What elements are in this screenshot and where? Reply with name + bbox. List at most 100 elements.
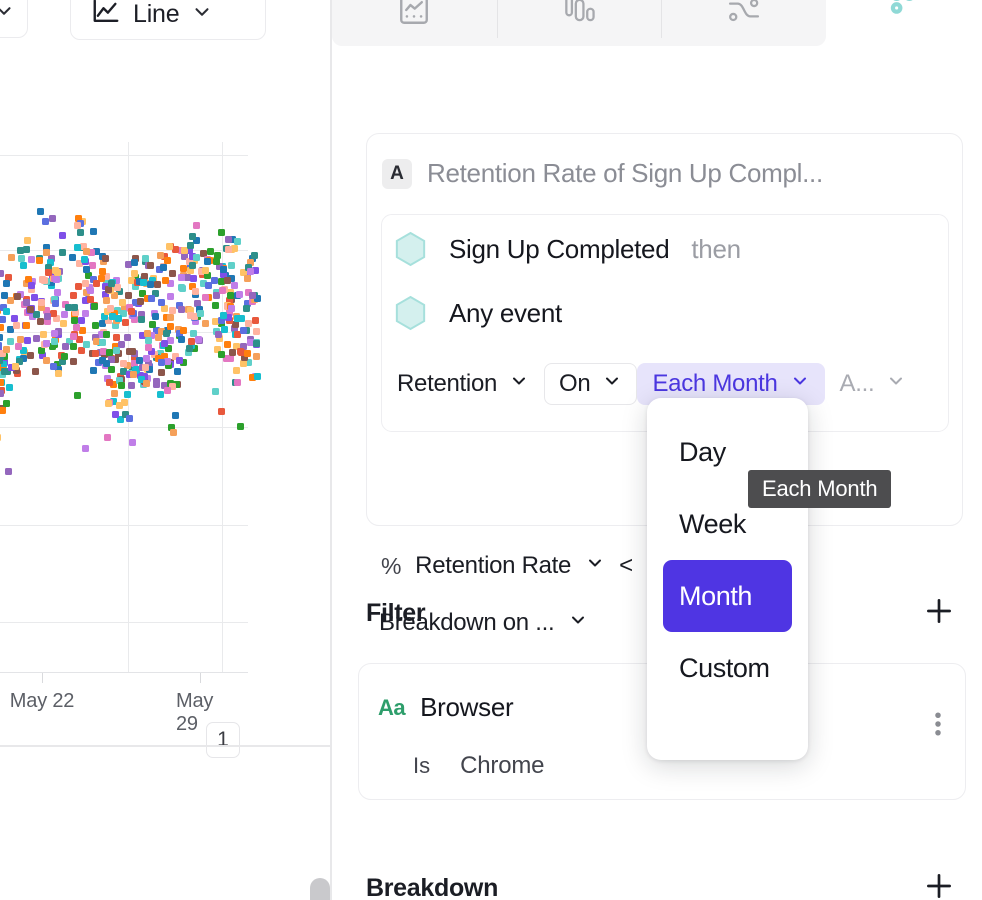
- data-point: [205, 294, 213, 302]
- data-point: [218, 350, 226, 358]
- data-point: [172, 352, 180, 360]
- data-point: [158, 298, 166, 306]
- data-point: [72, 323, 80, 331]
- data-point: [199, 249, 207, 257]
- insight-type-tabs[interactable]: [332, 0, 826, 46]
- x-axis-line: [0, 672, 248, 673]
- plus-icon[interactable]: [922, 869, 963, 900]
- data-point: [205, 281, 213, 289]
- data-point: [49, 215, 57, 222]
- data-point: [6, 337, 14, 345]
- data-point: [74, 222, 82, 230]
- data-point: [119, 367, 127, 375]
- filter-condition[interactable]: Is Chrome: [413, 752, 544, 780]
- data-point: [0, 350, 7, 358]
- data-point: [70, 316, 78, 324]
- tab-user-paths[interactable]: [661, 0, 826, 46]
- chart-type-selector[interactable]: Line: [70, 0, 266, 40]
- metric-row[interactable]: % Retention Rate <: [381, 552, 633, 580]
- plus-icon[interactable]: [922, 594, 963, 633]
- data-point: [176, 329, 183, 337]
- data-point: [217, 278, 225, 285]
- data-point: [158, 358, 166, 366]
- dropdown-option-month[interactable]: Month: [663, 560, 792, 632]
- data-point: [167, 337, 174, 345]
- data-point: [236, 291, 243, 299]
- data-point: [252, 317, 260, 325]
- tab-funnels[interactable]: [496, 0, 662, 46]
- data-point: [186, 306, 194, 314]
- data-point: [125, 347, 133, 355]
- filter-property-name: Browser: [420, 692, 514, 722]
- data-point: [7, 297, 14, 305]
- kebab-menu-icon[interactable]: [934, 709, 942, 744]
- data-point: [31, 293, 39, 301]
- data-point: [226, 354, 234, 362]
- trends-chart-icon: [397, 0, 431, 32]
- data-point: [75, 259, 83, 267]
- data-point: [186, 267, 194, 275]
- event-step-label: Sign Up Completed: [449, 233, 670, 264]
- data-point: [42, 244, 50, 252]
- data-point: [218, 229, 226, 237]
- data-point: [113, 276, 121, 284]
- data-point: [0, 333, 3, 341]
- data-point: [237, 314, 245, 322]
- data-point: [137, 315, 145, 323]
- data-point: [196, 305, 204, 313]
- data-point: [37, 318, 45, 326]
- data-point: [136, 371, 144, 379]
- plot-area[interactable]: May 22 May 29: [0, 142, 261, 735]
- data-point: [127, 381, 135, 389]
- breakdown-on-dropdown[interactable]: Breakdown on ...: [379, 609, 588, 637]
- event-step-1[interactable]: Any event: [394, 295, 562, 331]
- data-point: [228, 274, 236, 282]
- data-point: [46, 259, 54, 267]
- data-point: [194, 300, 202, 307]
- lifecycle-button[interactable]: [876, 0, 930, 32]
- data-point: [188, 261, 196, 269]
- data-point: [210, 276, 218, 284]
- data-point: [42, 248, 50, 256]
- data-point: [60, 353, 68, 360]
- metric-comparator[interactable]: <: [619, 552, 633, 579]
- chart-page-indicator[interactable]: 1: [206, 722, 240, 758]
- panel-collapse-button[interactable]: [0, 0, 28, 38]
- data-point: [77, 316, 85, 324]
- data-point: [118, 299, 126, 307]
- data-point: [108, 280, 116, 288]
- data-point: [119, 359, 127, 367]
- data-point: [166, 243, 173, 251]
- data-point: [212, 302, 220, 310]
- dropdown-option-custom[interactable]: Custom: [679, 652, 770, 683]
- lifecycle-dots-icon: [886, 0, 920, 25]
- data-point: [245, 320, 253, 328]
- filter-property[interactable]: Aa Browser: [378, 692, 514, 723]
- data-point: [172, 245, 180, 253]
- data-point: [180, 265, 187, 273]
- event-step-0[interactable]: Sign Up Completed then: [394, 231, 741, 267]
- aggregation-dropdown[interactable]: A...: [825, 363, 922, 405]
- data-point: [106, 348, 114, 356]
- data-point: [144, 329, 151, 337]
- gridline-vertical: [222, 142, 223, 672]
- horizontal-scrollbar-thumb[interactable]: [310, 878, 330, 900]
- tab-trends[interactable]: [332, 0, 497, 46]
- data-point: [152, 289, 159, 297]
- query-title[interactable]: Retention Rate of Sign Up Compl...: [427, 158, 823, 188]
- query-header[interactable]: A Retention Rate of Sign Up Compl...: [382, 158, 823, 189]
- on-dropdown[interactable]: On: [544, 363, 638, 405]
- data-point: [104, 316, 112, 324]
- measure-dropdown[interactable]: Retention: [382, 363, 544, 405]
- dropdown-option-week[interactable]: Week: [679, 508, 746, 539]
- data-point: [91, 303, 99, 311]
- data-point: [138, 375, 146, 383]
- interval-dropdown-menu[interactable]: Day Week Month Custom: [647, 398, 808, 760]
- data-point: [244, 274, 252, 282]
- data-point: [50, 330, 58, 338]
- data-point: [28, 312, 36, 320]
- data-point: [141, 273, 149, 281]
- data-point: [227, 304, 235, 312]
- data-point: [72, 309, 80, 317]
- dropdown-option-day[interactable]: Day: [679, 436, 726, 467]
